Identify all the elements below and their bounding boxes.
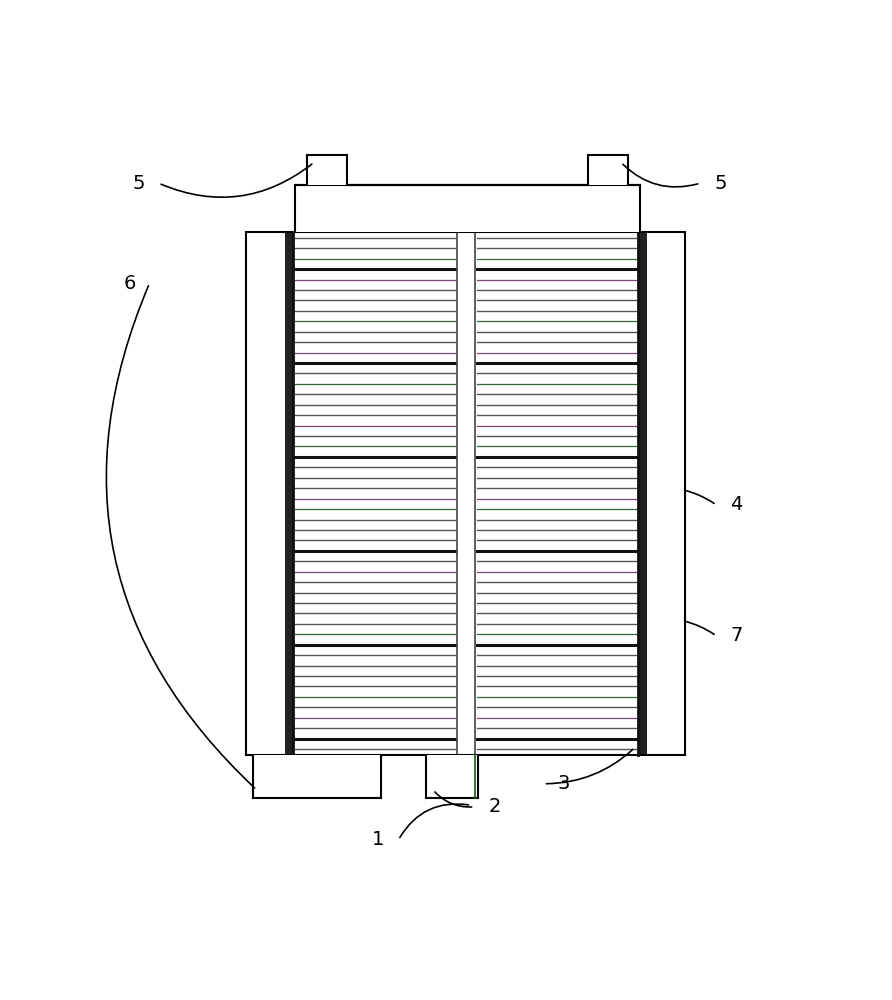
Text: 3: 3 xyxy=(558,774,570,793)
Bar xyxy=(639,232,647,755)
Bar xyxy=(285,232,293,755)
Text: 6: 6 xyxy=(123,274,136,293)
Text: 5: 5 xyxy=(714,174,727,193)
Text: 4: 4 xyxy=(731,495,742,514)
Bar xyxy=(307,155,347,185)
Bar xyxy=(294,185,640,232)
Text: 2: 2 xyxy=(488,797,500,816)
Bar xyxy=(639,232,685,755)
Bar xyxy=(588,155,628,185)
Bar xyxy=(246,232,293,755)
Bar xyxy=(246,232,685,755)
Text: 7: 7 xyxy=(731,626,742,645)
Text: 1: 1 xyxy=(372,830,384,849)
Bar xyxy=(253,755,381,798)
Text: 5: 5 xyxy=(132,174,145,193)
Bar xyxy=(426,755,478,798)
